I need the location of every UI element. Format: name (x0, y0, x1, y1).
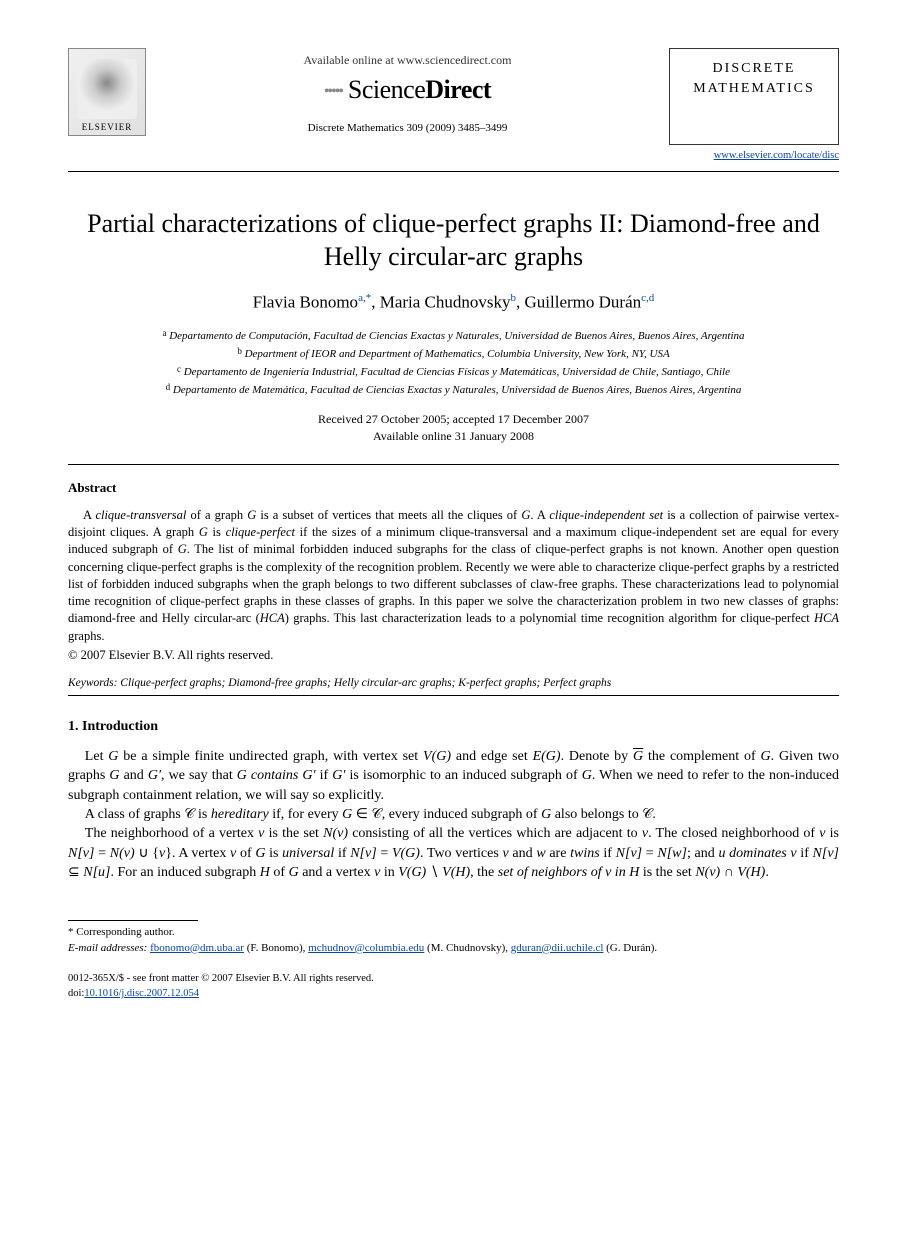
article-title: Partial characterizations of clique-perf… (68, 208, 839, 273)
journal-box: DISCRETE MATHEMATICS www.elsevier.com/lo… (669, 48, 839, 163)
footnotes-block: * Corresponding author. E-mail addresses… (68, 925, 839, 956)
section-1-heading: 1. Introduction (68, 718, 839, 737)
front-matter-line: 0012-365X/$ - see front matter © 2007 El… (68, 972, 839, 987)
doi-label: doi: (68, 988, 84, 999)
introduction-body: Let G be a simple finite undirected grap… (68, 747, 839, 882)
footnote-rule (68, 920, 198, 921)
keywords-line: Keywords: Clique-perfect graphs; Diamond… (68, 676, 839, 692)
sd-science: Science (348, 75, 425, 104)
authors-line: Flavia Bonomoa,*, Maria Chudnovskyb, Gui… (68, 291, 839, 315)
center-header: Available online at www.sciencedirect.co… (146, 48, 669, 136)
abstract-body: A clique-transversal of a graph G is a s… (68, 507, 839, 645)
page-footer: 0012-365X/$ - see front matter © 2007 El… (68, 972, 839, 1001)
received-accepted-date: Received 27 October 2005; accepted 17 De… (318, 412, 589, 426)
keywords-text: Clique-perfect graphs; Diamond-free grap… (120, 677, 611, 689)
sciencedirect-logo: ••••• ScienceDirect (146, 72, 669, 107)
sd-direct: Direct (425, 75, 491, 104)
email-list: fbonomo@dm.uba.ar (F. Bonomo), mchudnov@… (150, 942, 657, 954)
abstract-bottom-rule (68, 695, 839, 696)
abstract-paragraph: A clique-transversal of a graph G is a s… (68, 507, 839, 645)
email-link[interactable]: mchudnov@columbia.edu (308, 942, 424, 954)
journal-url-link[interactable]: www.elsevier.com/locate/disc (669, 149, 839, 163)
email-link[interactable]: gduran@dii.uchile.cl (511, 942, 604, 954)
corresponding-author-note: * Corresponding author. (68, 925, 839, 940)
elsevier-tree-icon (77, 59, 137, 119)
abstract-top-rule (68, 464, 839, 465)
abstract-heading: Abstract (68, 479, 839, 497)
sd-dots-icon: ••••• (324, 83, 342, 100)
email-addresses-line: E-mail addresses: fbonomo@dm.uba.ar (F. … (68, 941, 839, 956)
intro-p3: The neighborhood of a vertex v is the se… (68, 824, 839, 882)
intro-p2: A class of graphs 𝒞 is hereditary if, fo… (68, 805, 839, 824)
journal-name-line2: MATHEMATICS (693, 81, 815, 96)
doi-line: doi:10.1016/j.disc.2007.12.054 (68, 987, 839, 1002)
page-header: ELSEVIER Available online at www.science… (68, 48, 839, 163)
dates-block: Received 27 October 2005; accepted 17 De… (68, 411, 839, 445)
header-rule (68, 171, 839, 172)
journal-name-line1: DISCRETE (713, 61, 796, 76)
elsevier-logo: ELSEVIER (68, 48, 146, 136)
journal-reference: Discrete Mathematics 309 (2009) 3485–349… (146, 121, 669, 136)
doi-link[interactable]: 10.1016/j.disc.2007.12.054 (84, 988, 199, 999)
journal-name: DISCRETE MATHEMATICS (669, 48, 839, 145)
available-online-text: Available online at www.sciencedirect.co… (146, 52, 669, 68)
available-online-date: Available online 31 January 2008 (373, 429, 534, 443)
copyright-line: © 2007 Elsevier B.V. All rights reserved… (68, 647, 839, 664)
intro-p1: Let G be a simple finite undirected grap… (68, 747, 839, 805)
keywords-label: Keywords: (68, 677, 117, 689)
elsevier-label: ELSEVIER (82, 121, 133, 133)
email-label: E-mail addresses: (68, 942, 147, 954)
email-link[interactable]: fbonomo@dm.uba.ar (150, 942, 244, 954)
affiliations-block: a Departamento de Computación, Facultad … (68, 327, 839, 399)
